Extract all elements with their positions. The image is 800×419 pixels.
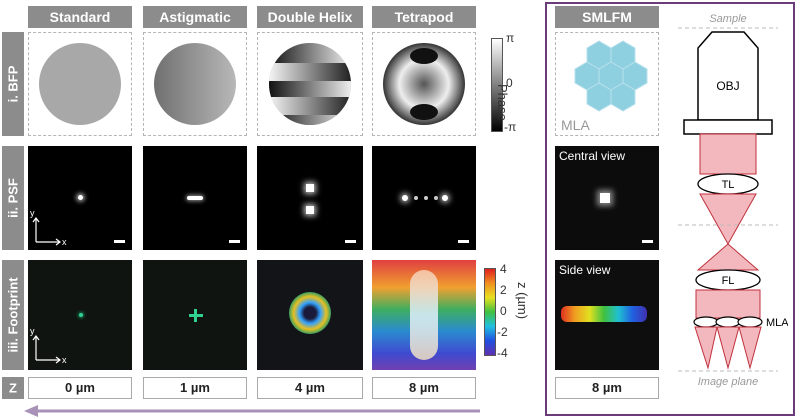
obj-label: OBJ xyxy=(716,79,739,93)
header-standard: Standard xyxy=(28,6,132,28)
header-smlfm: SMLFM xyxy=(555,6,659,28)
bfp-astigmatic-disc xyxy=(154,43,236,125)
psf-axes-icon xyxy=(32,217,61,246)
row-label-z: Z xyxy=(2,377,24,399)
bfp-double-helix-panel xyxy=(257,32,363,136)
bfp-astigmatic-panel xyxy=(143,32,247,136)
phase-label: Phase xyxy=(495,84,510,121)
footprint-axes-icon xyxy=(32,335,61,364)
z-tick-0: 0 xyxy=(500,304,507,318)
central-view-label: Central view xyxy=(559,149,626,163)
psf-double-helix-scalebar xyxy=(345,240,356,243)
bfp-double-helix-disc xyxy=(269,43,351,125)
mla-hexagon-array: MLA xyxy=(561,40,648,133)
z-tick-minus2: -2 xyxy=(497,325,508,339)
z-value-double-helix: 4 µm xyxy=(257,377,363,399)
phase-tick-mid: 0 xyxy=(506,76,513,90)
psf-standard: y x xyxy=(28,146,132,250)
footprint-astigmatic xyxy=(143,260,247,370)
mla-side-label: MLA xyxy=(766,317,788,329)
psf-axis-y: y xyxy=(30,208,35,218)
z-value-tetrapod: 8 µm xyxy=(372,377,476,399)
mla-lenses xyxy=(693,316,763,328)
z-colorbar xyxy=(484,268,496,356)
footprint-axis-x: x xyxy=(62,355,67,365)
side-view-panel: Side view xyxy=(555,260,659,370)
bfp-standard-disc xyxy=(39,43,121,125)
z-label: z (µm) xyxy=(515,282,530,320)
objective-lens xyxy=(697,31,759,121)
psf-standard-scalebar xyxy=(114,240,125,243)
psf-astigmatic xyxy=(143,146,247,250)
fl-label: FL xyxy=(722,275,735,287)
smlfm-frame xyxy=(545,2,795,416)
psf-tetrapod xyxy=(372,146,476,250)
psf-astigmatic-scalebar xyxy=(229,240,240,243)
tl-label: TL xyxy=(722,179,735,191)
psf-tetrapod-scalebar xyxy=(458,240,469,243)
z-tick-minus4: -4 xyxy=(497,346,508,360)
phase-tick-bottom: -π xyxy=(504,120,517,134)
optics-schematic: Sample OBJ TL FL MLA Image plane xyxy=(678,13,788,388)
bfp-tetrapod-panel xyxy=(372,32,476,136)
central-view-panel: Central view xyxy=(555,146,659,250)
bfp-standard-panel xyxy=(28,32,132,136)
header-astigmatic: Astigmatic xyxy=(143,6,247,28)
z-tick-4: 4 xyxy=(500,262,507,276)
header-tetrapod: Tetrapod xyxy=(372,6,476,28)
side-view-label: Side view xyxy=(559,263,611,277)
z-value-standard: 0 µm xyxy=(28,377,132,399)
footprint-tetrapod xyxy=(372,260,476,370)
psf-double-helix xyxy=(257,146,363,250)
phase-tick-top: π xyxy=(506,31,515,45)
z-tick-2: 2 xyxy=(500,283,507,297)
footprint-axis-y: y xyxy=(30,326,35,336)
footprint-standard: y x xyxy=(28,260,132,370)
bfp-tetrapod-disc xyxy=(383,43,465,125)
row-label-footprint: iii. Footprint xyxy=(2,260,24,370)
psf-axis-x: x xyxy=(62,237,67,247)
row-label-psf: ii. PSF xyxy=(2,146,24,250)
sample-label: Sample xyxy=(709,13,746,25)
z-value-astigmatic: 1 µm xyxy=(143,377,247,399)
z-value-smlfm: 8 µm xyxy=(555,377,659,399)
footprint-double-helix xyxy=(257,260,363,370)
row-label-bfp: i. BFP xyxy=(2,32,24,136)
central-view-scalebar xyxy=(642,240,653,243)
image-plane-label: Image plane xyxy=(698,376,759,388)
depth-arrow-icon xyxy=(24,405,480,417)
mla-label: MLA xyxy=(561,117,590,133)
mla-panel: MLA xyxy=(555,32,659,136)
header-double-helix: Double Helix xyxy=(257,6,363,28)
phase-colorbar xyxy=(491,38,503,132)
